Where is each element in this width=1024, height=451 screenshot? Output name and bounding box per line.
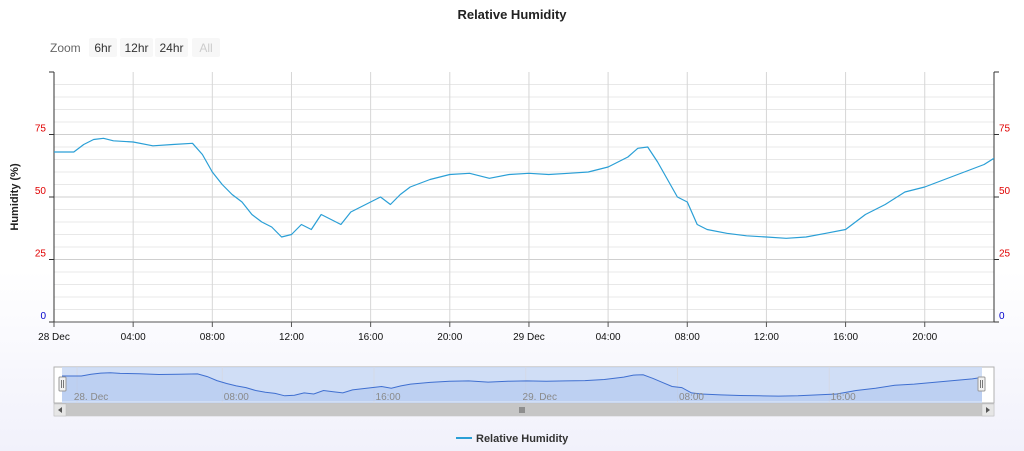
arrow-left-icon (58, 407, 62, 413)
navigator-left-handle[interactable] (58, 376, 67, 392)
legend-label[interactable]: Relative Humidity (476, 433, 569, 445)
zoom-selector: Zoom 6hr 12hr 24hr All (50, 38, 220, 57)
svg-text:6hr: 6hr (94, 41, 111, 55)
x-tick-label: 20:00 (912, 332, 937, 343)
x-tick-label: 12:00 (754, 332, 779, 343)
y-tick-label-right: 50 (999, 186, 1011, 197)
series-line-relative-humidity (54, 137, 994, 239)
x-tick-label: 08:00 (200, 332, 225, 343)
zoom-all-button[interactable]: All (192, 38, 220, 57)
plot-area (53, 72, 995, 323)
navigator-series (62, 372, 983, 401)
y-axis-right-ticks: 0 25 50 75 (994, 71, 1011, 323)
x-tick-label: 16:00 (833, 332, 858, 343)
series-group (54, 137, 994, 239)
x-tick-label: 28 Dec (38, 332, 70, 343)
scrollbar[interactable] (53, 403, 995, 417)
navigator-tick-label: 28. Dec (74, 392, 108, 403)
y-tick-label-left: 0 (40, 311, 46, 322)
x-tick-label: 04:00 (121, 332, 146, 343)
y-axis-left-ticks: 0 25 50 75 (35, 71, 54, 323)
svg-text:12hr: 12hr (124, 41, 148, 55)
scrollbar-grip-icon (519, 407, 525, 413)
x-tick-label: 04:00 (596, 332, 621, 343)
y-tick-label-right: 75 (999, 124, 1011, 135)
y-tick-label-left: 50 (35, 186, 47, 197)
navigator-ticks: 28. Dec 08:00 16:00 29. Dec 08:00 16:00 (74, 392, 856, 403)
navigator-line (62, 372, 983, 397)
navigator-tick-label: 08:00 (679, 392, 704, 403)
arrow-right-icon (986, 407, 990, 413)
x-tick-label: 12:00 (279, 332, 304, 343)
y-tick-label-right: 25 (999, 249, 1011, 260)
major-gridlines (54, 72, 994, 322)
chart-title: Relative Humidity (457, 7, 567, 22)
zoom-label: Zoom (50, 41, 81, 55)
x-tick-label: 20:00 (437, 332, 462, 343)
zoom-24hr-button[interactable]: 24hr (155, 38, 188, 57)
navigator-area (62, 372, 982, 401)
zoom-12hr-button[interactable]: 12hr (120, 38, 153, 57)
y-tick-label-left: 75 (35, 124, 47, 135)
navigator[interactable]: 28. Dec 08:00 16:00 29. Dec 08:00 16:00 (53, 366, 995, 404)
scroll-right-button[interactable] (981, 403, 995, 417)
legend[interactable]: Relative Humidity (456, 433, 569, 445)
navigator-tick-label: 08:00 (224, 392, 249, 403)
y-tick-label-right: 0 (999, 311, 1005, 322)
svg-text:All: All (199, 41, 212, 55)
x-tick-label: 08:00 (675, 332, 700, 343)
navigator-tick-label: 29. Dec (523, 392, 557, 403)
navigator-tick-label: 16:00 (831, 392, 856, 403)
x-tick-label: 16:00 (358, 332, 383, 343)
zoom-6hr-button[interactable]: 6hr (89, 38, 117, 57)
minor-gridlines (54, 84, 994, 310)
y-axis-title: Humidity (%) (9, 163, 21, 231)
navigator-tick-label: 16:00 (376, 392, 401, 403)
svg-text:24hr: 24hr (159, 41, 183, 55)
y-tick-label-left: 25 (35, 249, 47, 260)
navigator-right-handle[interactable] (977, 376, 986, 392)
scroll-left-button[interactable] (53, 403, 67, 417)
x-tick-label: 29 Dec (513, 332, 545, 343)
x-axis-ticks: 28 Dec 04:00 08:00 12:00 16:00 20:00 29 Dec 04:… (38, 322, 938, 343)
